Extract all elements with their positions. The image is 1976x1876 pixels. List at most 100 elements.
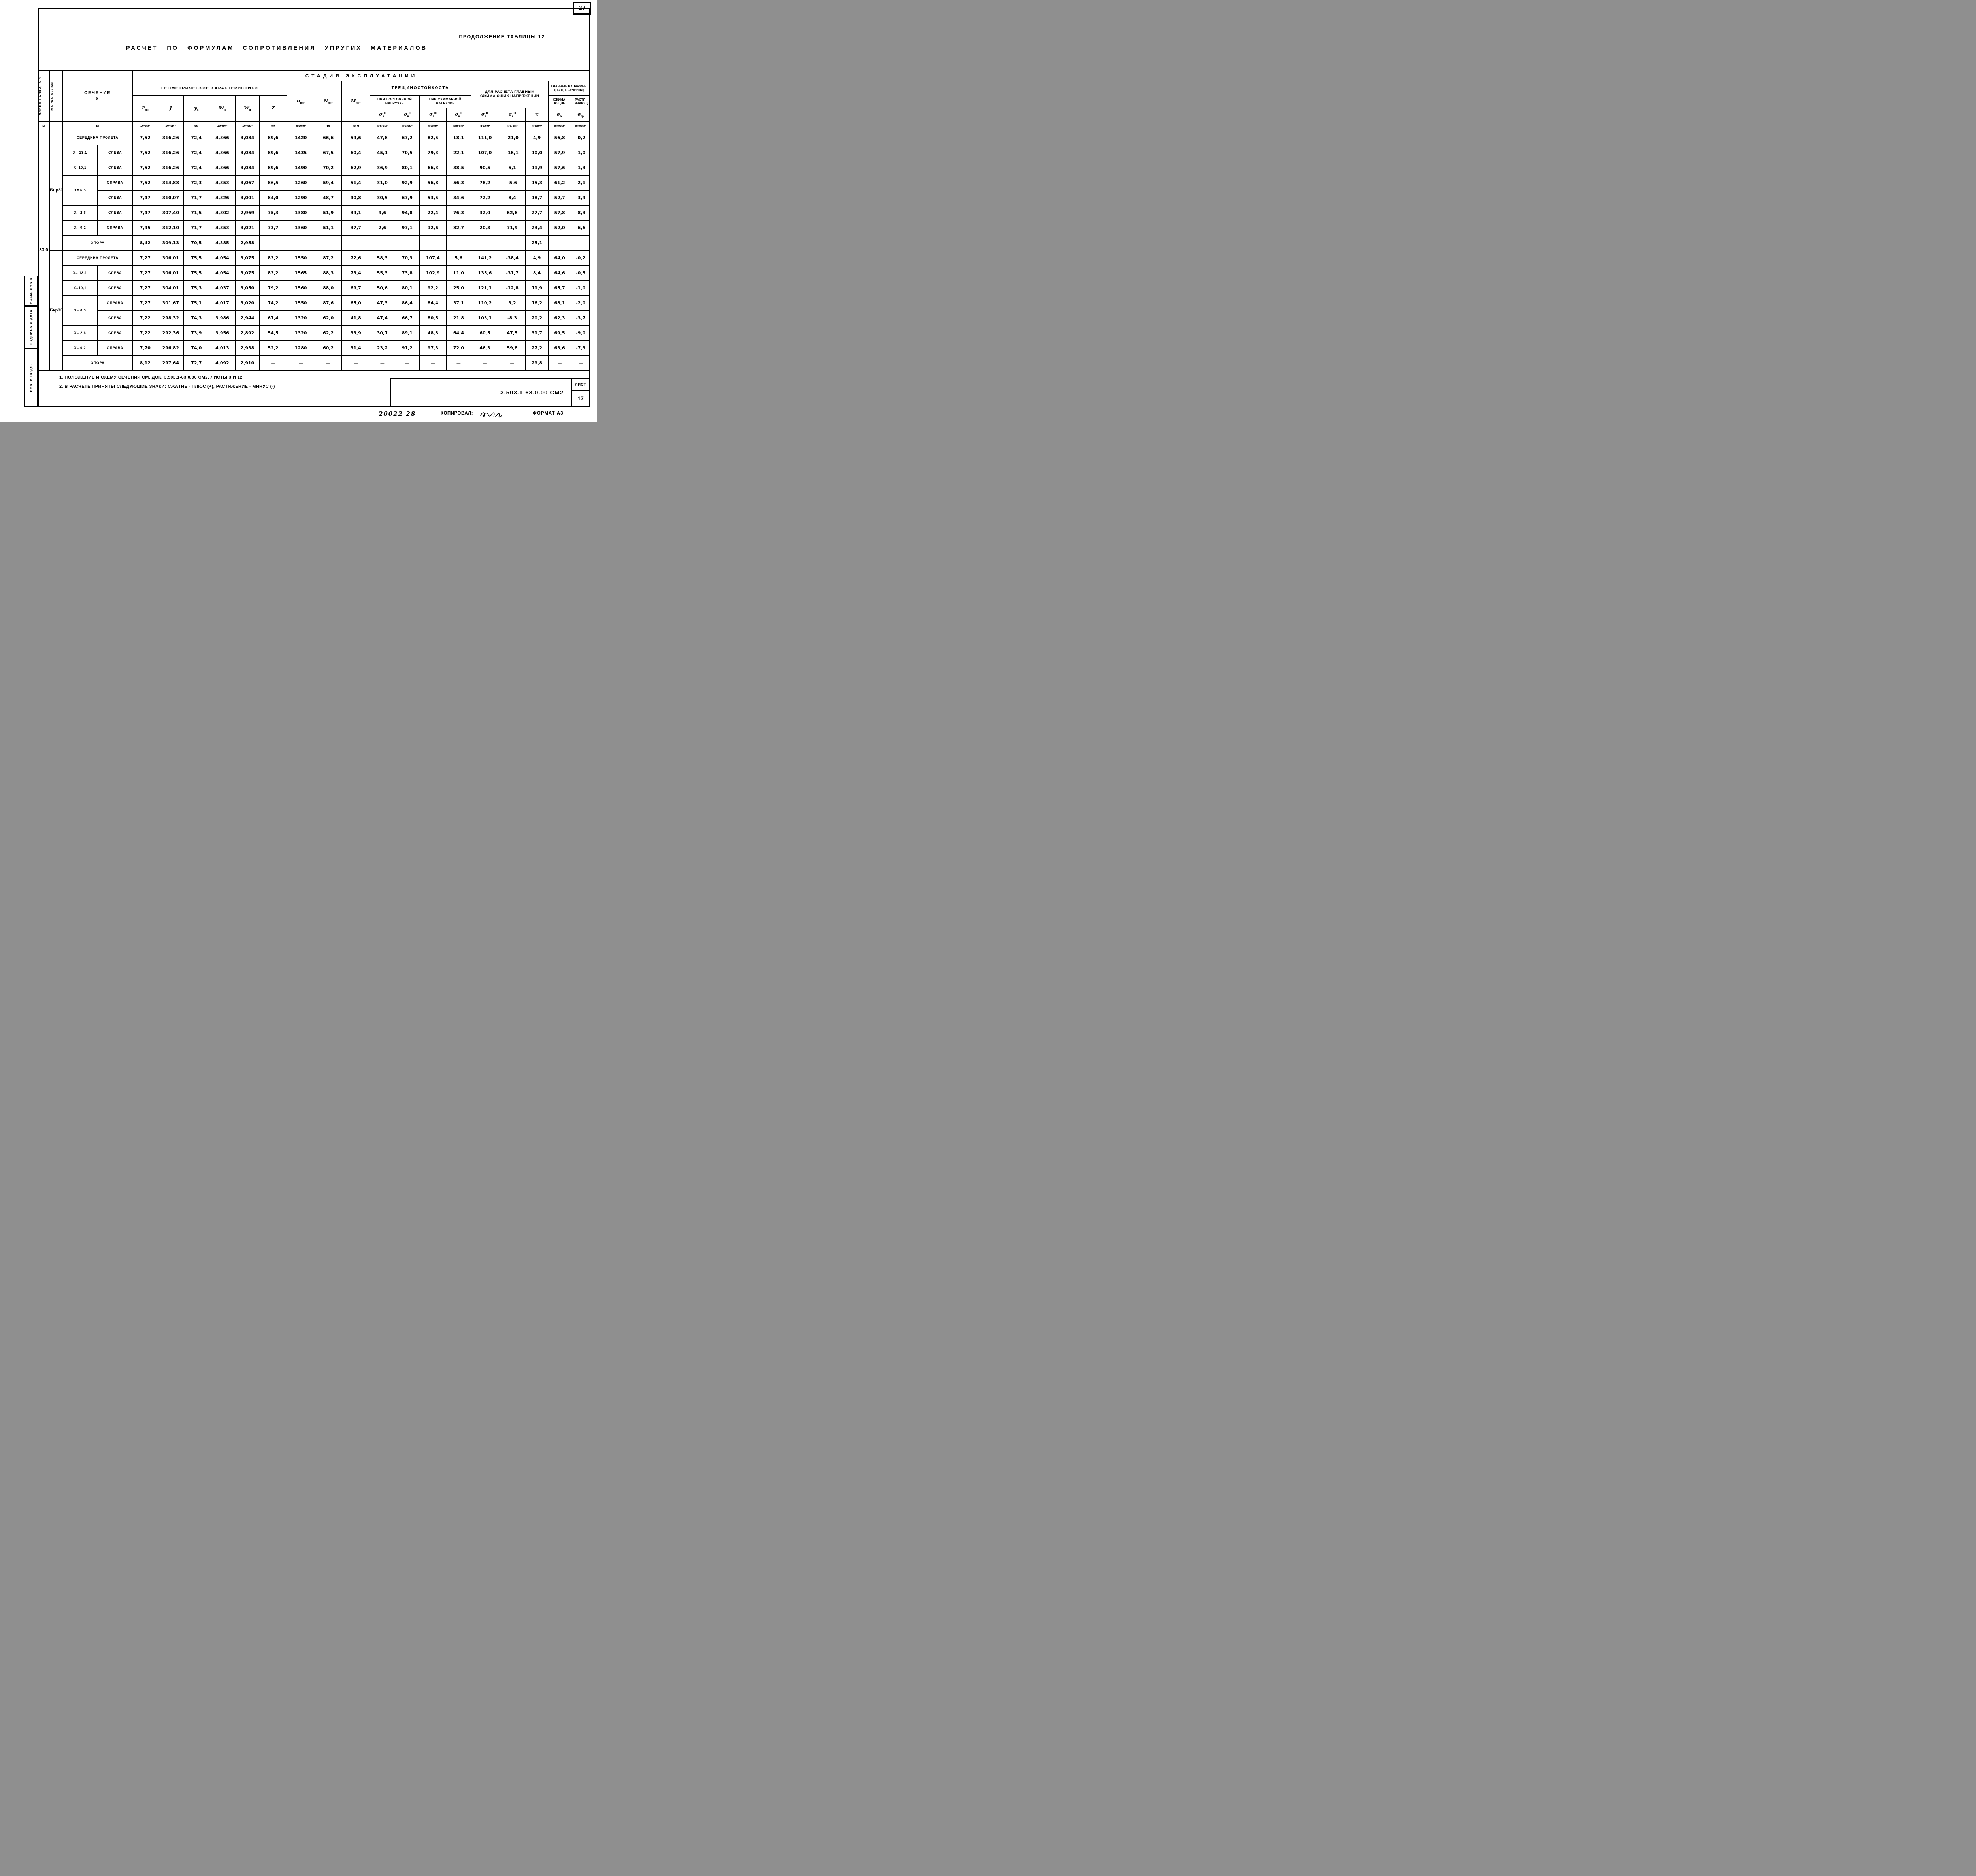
section-label: СЛЕВА (97, 160, 133, 176)
value-cell: 4,366 (209, 130, 236, 145)
value-cell: 70,3 (394, 250, 420, 266)
value-cell: 37,7 (341, 220, 370, 236)
header-row-subgroups: Fпр J yв Wв Wн Z ПРИ ПОСТОЯННОЙ НАГРУЗКЕ… (38, 95, 590, 122)
value-cell: 61,2 (548, 175, 571, 191)
value-cell: 32,0 (471, 205, 499, 221)
value-cell: 316,26 (157, 130, 184, 145)
value-cell: 7,27 (132, 295, 158, 311)
value-cell: 63,6 (548, 340, 571, 356)
value-cell: -3,7 (571, 310, 590, 326)
unit-cell: — (49, 121, 63, 130)
value-cell: 47,8 (370, 130, 395, 145)
value-cell: 4,353 (209, 175, 236, 191)
col-header-beam-mark: МАРКА БАЛКИ (49, 70, 63, 122)
value-cell: 7,52 (132, 175, 158, 191)
value-cell: 65,0 (341, 295, 370, 311)
value-cell: -5,6 (498, 175, 526, 191)
value-cell: 60,2 (314, 340, 342, 356)
value-cell: 3,020 (235, 295, 260, 311)
value-cell: 135,6 (471, 265, 499, 281)
value-cell: 33,9 (341, 325, 370, 341)
header-principal-stresses: ГЛАВНЫЕ НАПРЯЖЕН. (ПО Ц.Т. СЕЧЕНИЯ) (548, 81, 591, 96)
value-cell: 4,017 (209, 295, 236, 311)
header-constant-load: ПРИ ПОСТОЯННОЙ НАГРУЗКЕ (370, 95, 420, 108)
header-sigma-pot: σпот (287, 81, 315, 122)
section-label: СПРАВА (97, 175, 133, 191)
section-label: X= 2,6 (62, 205, 98, 221)
value-cell: 312,10 (157, 220, 184, 236)
value-cell: 3,986 (209, 310, 236, 326)
value-cell: -6,6 (571, 220, 590, 236)
header-total-load: ПРИ СУММАРНОЙ НАГРУЗКЕ (419, 95, 471, 108)
value-cell: 8,4 (498, 190, 526, 206)
value-cell: — (314, 355, 342, 371)
unit-cell: см (183, 121, 209, 130)
value-cell: 2,969 (235, 205, 260, 221)
value-cell: 21,8 (446, 310, 471, 326)
value-cell: 25,1 (525, 235, 549, 251)
value-cell: 107,4 (419, 250, 447, 266)
value-cell: — (341, 355, 370, 371)
value-cell: -8,3 (571, 205, 590, 221)
value-cell: 51,1 (314, 220, 342, 236)
value-cell: -0,2 (571, 130, 590, 145)
value-cell: -38,4 (498, 250, 526, 266)
value-cell: 9,6 (370, 205, 395, 221)
side-stamp-label: ПОДПИСЬ И ДАТА (29, 309, 33, 345)
value-cell: 301,67 (157, 295, 184, 311)
header-geometry: ГЕОМЕТРИЧЕСКИЕ ХАРАКТЕРИСТИКИ (132, 81, 287, 96)
value-cell: 7,52 (132, 160, 158, 176)
unit-cell: кгс/см² (571, 121, 590, 130)
value-cell: 66,7 (394, 310, 420, 326)
value-cell: -7,3 (571, 340, 590, 356)
value-cell: — (394, 355, 420, 371)
value-cell: 72,4 (183, 130, 209, 145)
value-cell: 51,4 (341, 175, 370, 191)
value-cell: 30,5 (370, 190, 395, 206)
value-cell: 8,42 (132, 235, 158, 251)
value-cell: 70,5 (394, 145, 420, 160)
value-cell: 298,32 (157, 310, 184, 326)
value-cell: 297,64 (157, 355, 184, 371)
section-label: X= 13,1 (62, 265, 98, 281)
value-cell: 7,27 (132, 250, 158, 266)
value-cell: 310,07 (157, 190, 184, 206)
value-cell: 23,4 (525, 220, 549, 236)
value-cell: 66,6 (314, 130, 342, 145)
value-cell: — (370, 235, 395, 251)
value-cell: 72,2 (471, 190, 499, 206)
col-header-section: СЕЧЕНИЕ X (62, 70, 133, 122)
value-cell: 3,001 (235, 190, 260, 206)
header-tensile: РАСТЯ­ГИВАЮЩ. (571, 95, 590, 108)
value-cell: 73,7 (259, 220, 287, 236)
unit-cell: кгс/см² (548, 121, 571, 130)
value-cell: 75,5 (183, 250, 209, 266)
note-1: 1. ПОЛОЖЕНИЕ И СХЕМУ СЕЧЕНИЯ СМ. ДОК. 3.… (59, 375, 244, 380)
value-cell: 4,054 (209, 250, 236, 266)
value-cell: 62,9 (341, 160, 370, 176)
table-row: X= 6,5 СПРАВА 7,27 301,67 75,1 4,017 3,020 74,2… (38, 295, 590, 326)
value-cell: 69,7 (341, 280, 370, 296)
value-cell: 5,6 (446, 250, 471, 266)
value-cell: 47,4 (370, 310, 395, 326)
value-cell: 37,1 (446, 295, 471, 311)
notes-block: 1. ПОЛОЖЕНИЕ И СХЕМУ СЕЧЕНИЯ СМ. ДОК. 3.… (59, 373, 387, 391)
header-geom-z: Z (259, 95, 287, 122)
value-cell: 67,5 (314, 145, 342, 160)
value-cell: 79,3 (419, 145, 447, 160)
value-cell: 20,3 (471, 220, 499, 236)
value-cell: 7,27 (132, 280, 158, 296)
value-cell: 2,944 (235, 310, 260, 326)
table-row: СЛЕВА 7,47 310,07 71,7 4,326 3,001 84,0 1290 48,… (38, 190, 590, 206)
value-cell: 88,0 (314, 280, 342, 296)
section-label: СЛЕВА (97, 145, 133, 160)
value-cell: 94,8 (394, 205, 420, 221)
value-cell: 52,2 (259, 340, 287, 356)
value-cell: 3,956 (209, 325, 236, 341)
value-cell: 71,7 (183, 220, 209, 236)
value-cell: 56,3 (446, 175, 471, 191)
value-cell: 59,8 (498, 340, 526, 356)
header-symbol-sigma-v3: σвIII (419, 108, 447, 122)
value-cell: 1320 (287, 325, 315, 341)
section-label: СПРАВА (97, 340, 133, 356)
